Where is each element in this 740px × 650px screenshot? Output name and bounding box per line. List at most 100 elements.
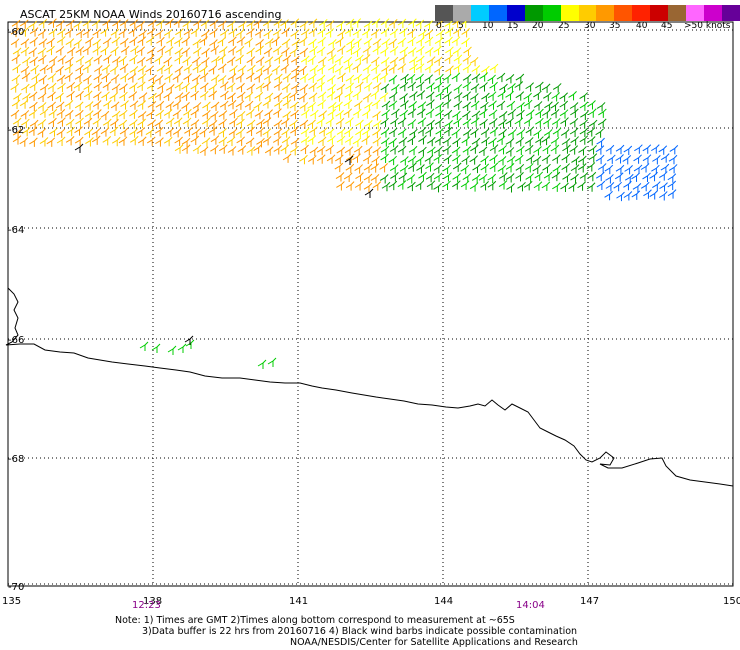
wind-barb — [588, 119, 598, 130]
wind-barb — [235, 72, 245, 83]
wind-barb — [255, 38, 264, 49]
wind-barb — [281, 27, 291, 37]
wind-barb — [201, 137, 211, 147]
wind-barb — [588, 145, 597, 155]
wind-barb — [615, 154, 624, 164]
wind-barb — [193, 47, 202, 57]
wind-barb — [217, 36, 226, 47]
wind-barb — [462, 145, 472, 156]
wind-barb — [579, 135, 589, 145]
wind-barb — [74, 101, 84, 111]
wind-barb — [525, 126, 535, 136]
wind-barb — [166, 36, 175, 47]
wind-barb — [334, 101, 343, 111]
wind-barb — [316, 117, 326, 127]
wind-barb — [281, 118, 290, 128]
scale-swatch — [488, 5, 507, 21]
wind-barb — [184, 335, 194, 345]
wind-barb — [497, 156, 507, 166]
wind-barb — [586, 182, 596, 192]
wind-barb — [542, 109, 551, 119]
scale-label: 5 — [458, 21, 464, 31]
wind-barb — [505, 147, 515, 157]
wind-barb — [389, 56, 399, 67]
wind-barb — [480, 155, 489, 165]
wind-barb — [524, 137, 534, 147]
wind-barb — [281, 83, 291, 93]
wind-barb — [461, 155, 471, 165]
wind-barb — [11, 99, 21, 109]
wind-barb — [543, 91, 552, 102]
wind-barb — [398, 172, 408, 182]
wind-barb — [408, 162, 417, 172]
wind-barb — [579, 119, 589, 129]
wind-barb — [328, 38, 337, 49]
wind-barb — [363, 20, 373, 31]
wind-barb — [20, 46, 30, 57]
wind-barb — [337, 29, 346, 39]
wind-barb — [327, 54, 337, 64]
scale-label: 35 — [609, 21, 621, 31]
wind-barb — [273, 18, 283, 29]
wind-barb — [74, 109, 84, 120]
wind-barb — [550, 101, 559, 112]
wind-barb — [316, 154, 326, 164]
wind-barb — [136, 46, 146, 56]
wind-barb — [505, 173, 515, 183]
wind-barb — [452, 180, 461, 190]
wind-barb — [83, 117, 93, 128]
wind-barb — [74, 72, 84, 83]
wind-barb — [39, 64, 49, 74]
wind-barb — [299, 20, 309, 31]
wind-barb — [649, 171, 658, 182]
wind-barb — [199, 127, 208, 138]
wind-barb — [497, 164, 507, 175]
wind-barb — [579, 127, 589, 137]
wind-barb — [372, 181, 382, 191]
wind-barb — [281, 128, 290, 138]
wind-barb — [443, 126, 453, 137]
wind-barb — [262, 65, 272, 75]
wind-barb — [199, 65, 208, 75]
wind-barb — [274, 54, 283, 64]
wind-barb — [145, 128, 155, 138]
wind-barb — [471, 73, 481, 83]
wind-barb — [100, 127, 110, 137]
wind-barb — [75, 55, 85, 66]
wind-barb — [334, 92, 343, 102]
wind-barb — [236, 118, 245, 129]
wind-barb — [281, 136, 291, 146]
wind-barb — [272, 28, 282, 39]
wind-barb — [425, 162, 434, 172]
wind-barb — [317, 36, 327, 47]
wind-barb — [372, 82, 382, 92]
wind-barb — [191, 74, 201, 84]
wind-barb — [452, 154, 461, 164]
wind-barb — [201, 47, 210, 58]
wind-barb — [660, 163, 670, 174]
wind-barb — [363, 82, 373, 92]
wind-barb — [318, 127, 328, 137]
wind-barb — [154, 55, 163, 65]
wind-barb — [262, 19, 272, 29]
wind-barb — [290, 126, 299, 137]
wind-barb — [642, 154, 652, 164]
wind-barb — [164, 46, 174, 56]
wind-barb — [38, 38, 48, 48]
wind-barb — [541, 154, 551, 164]
wind-barb — [426, 56, 436, 66]
wind-barb — [82, 63, 92, 74]
wind-barb — [444, 54, 454, 64]
wind-barb — [163, 29, 173, 39]
wind-barb — [217, 63, 227, 73]
wind-barb — [256, 118, 265, 129]
wind-barb — [461, 136, 471, 146]
scale-swatch — [578, 5, 597, 21]
wind-barb — [462, 91, 472, 101]
wind-barb — [407, 181, 416, 192]
wind-barb — [346, 38, 355, 48]
wind-barb — [199, 146, 209, 156]
wind-barb — [434, 37, 444, 47]
wind-barb — [236, 91, 246, 101]
wind-barb — [408, 145, 418, 156]
